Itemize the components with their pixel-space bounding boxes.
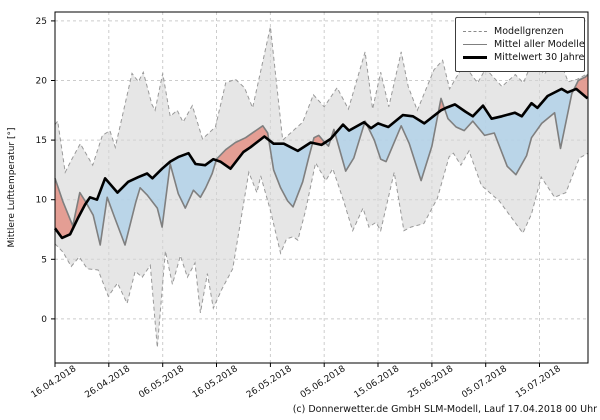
y-tick-label: 20 (36, 77, 48, 87)
legend-label: Mittel aller Modelle (494, 38, 585, 50)
x-tick-label: 05.06.2018 (299, 364, 348, 401)
y-tick-label: 15 (36, 136, 47, 146)
legend-item-mittel-aller-modelle: Mittel aller Modelle (463, 39, 585, 50)
legend-item-modellgrenzen: Modellgrenzen (463, 25, 577, 37)
y-axis-label: Mittlere Lufttemperatur [°] (7, 128, 17, 248)
clim-line (53, 87, 589, 240)
x-tick-label: 16.04.2018 (30, 364, 79, 401)
x-tick-label: 05.07.2018 (460, 364, 509, 401)
x-tick-label: 26.05.2018 (245, 364, 294, 401)
legend-label: Mittelwert 30 Jahre (494, 51, 585, 63)
x-tick-label: 16.05.2018 (191, 364, 240, 401)
x-tick-label: 25.06.2018 (406, 364, 455, 401)
dashed-line-icon (463, 30, 487, 32)
gray-line-icon (463, 43, 487, 45)
y-tick-label: 0 (41, 315, 47, 325)
x-tick-label: 26.04.2018 (83, 364, 132, 401)
y-tick-label: 5 (41, 255, 47, 265)
envelope-lines (54, 26, 589, 348)
climate-mean-line (53, 87, 589, 240)
legend-item-mittelwert-30-jahre: Mittelwert 30 Jahre (463, 52, 584, 63)
mean-line (54, 74, 589, 246)
x-tick-label: 15.06.2018 (353, 364, 402, 401)
y-tick-label: 25 (36, 17, 47, 27)
black-line-icon (463, 55, 487, 59)
copyright-text: (c) Donnerwetter.de GmbH SLM-Modell, Lau… (292, 404, 597, 415)
mean-of-models-line (54, 74, 589, 246)
y-tick-label: 10 (36, 196, 48, 206)
x-tick-label: 15.07.2018 (514, 364, 563, 401)
legend-label: Modellgrenzen (494, 25, 564, 37)
chart-legend: Modellgrenzen Mittel aller Modelle Mitte… (455, 17, 585, 72)
x-tick-label: 06.05.2018 (137, 364, 186, 401)
